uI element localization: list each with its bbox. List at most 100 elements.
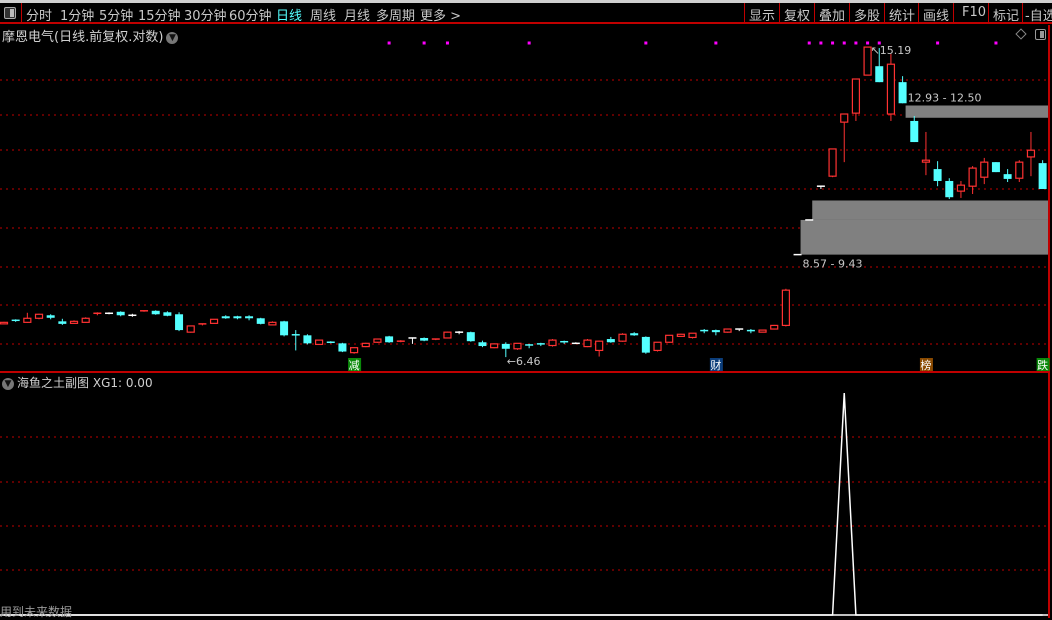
candle-body-up bbox=[968, 167, 977, 187]
candle-body-down bbox=[151, 310, 160, 315]
tab-weekly[interactable]: 周线 bbox=[310, 9, 337, 24]
signal-dot bbox=[644, 41, 648, 45]
candle-body-up bbox=[980, 161, 989, 178]
event-marker-跌: 跌 bbox=[1037, 358, 1048, 372]
candle-body-up bbox=[34, 313, 44, 319]
candle-body-down bbox=[256, 318, 265, 324]
tab-1min[interactable]: 1分钟 bbox=[60, 9, 95, 24]
candle-body-up bbox=[676, 333, 685, 337]
signal-dot bbox=[936, 41, 940, 45]
candle-body-down bbox=[420, 337, 429, 341]
candle-body-up bbox=[1015, 161, 1024, 179]
event-marker-bg bbox=[1036, 358, 1050, 371]
candle-body-up bbox=[513, 342, 522, 350]
candle-body-down bbox=[58, 321, 67, 324]
tab-fenshi[interactable]: 分时 bbox=[26, 9, 53, 24]
signal-dot bbox=[854, 41, 858, 45]
candle-body-up bbox=[186, 325, 195, 333]
sub-chart-name: 海鱼之土副图 bbox=[17, 376, 90, 390]
sub-chart-title: ▼ 海鱼之土副图 XG1: 0.00 bbox=[2, 374, 153, 391]
signal-dot bbox=[877, 41, 881, 45]
candle-body-up bbox=[886, 63, 896, 115]
window-top-strip bbox=[0, 0, 1052, 3]
tab-monthly[interactable]: 月线 bbox=[344, 9, 371, 24]
candle-body-up bbox=[69, 320, 79, 324]
signal-dot bbox=[445, 41, 449, 45]
candle-body-down bbox=[991, 162, 1000, 173]
tab-30min[interactable]: 30分钟 bbox=[184, 9, 227, 24]
candle-body-down bbox=[875, 66, 884, 83]
gap-box bbox=[800, 219, 1048, 255]
candle-body-up bbox=[618, 333, 627, 342]
candle-body-down bbox=[910, 120, 919, 143]
tab-daily[interactable]: 日线 bbox=[276, 9, 303, 24]
mark-button[interactable]: 标记 bbox=[988, 3, 1022, 24]
candle-body-up bbox=[956, 184, 966, 192]
candle-body-down bbox=[338, 343, 347, 352]
adjust-button[interactable]: 复权 bbox=[779, 3, 814, 24]
signal-dot bbox=[842, 41, 846, 45]
candle-body-down bbox=[898, 82, 907, 104]
draw-line-button[interactable]: 画线 bbox=[918, 3, 953, 24]
candle-body-down bbox=[245, 316, 254, 319]
candle-body-up bbox=[1026, 149, 1036, 158]
signal-dot bbox=[807, 41, 811, 45]
candle-body-up bbox=[81, 317, 90, 323]
chevron-down-icon[interactable]: ▼ bbox=[166, 31, 179, 44]
candle-body-up bbox=[688, 332, 697, 339]
gap-label: 12.93 - 12.50 bbox=[908, 91, 982, 104]
candle-body-down bbox=[1003, 174, 1012, 179]
xg1-line bbox=[4, 392, 1043, 616]
indicator-value: XG1: 0.00 bbox=[92, 376, 153, 390]
panel-toggle-icon[interactable] bbox=[4, 7, 16, 19]
multi-stock-button[interactable]: 多股 bbox=[849, 3, 884, 24]
tab-more[interactable]: 更多 > bbox=[420, 9, 462, 24]
watchlist-button[interactable]: -自选 bbox=[1022, 3, 1052, 24]
divider bbox=[21, 3, 22, 24]
chevron-down-icon[interactable]: ▼ bbox=[2, 377, 14, 390]
candle-body-up bbox=[373, 338, 382, 343]
signal-dot bbox=[994, 41, 998, 45]
candle-body-down bbox=[280, 321, 289, 336]
tab-multi-period[interactable]: 多周期 bbox=[376, 9, 416, 24]
candle-body-down bbox=[466, 332, 475, 342]
event-marker-bg bbox=[919, 358, 933, 371]
candle-body-up bbox=[781, 289, 790, 327]
high-price-label: ↖15.19 bbox=[871, 44, 912, 57]
candle-body-down bbox=[116, 311, 125, 316]
f10-button[interactable]: F10 bbox=[953, 3, 988, 24]
stock-title: 摩恩电气(日线.前复权.对数) bbox=[2, 30, 164, 45]
candle-body-down bbox=[641, 336, 650, 353]
candle-body-up bbox=[723, 328, 732, 333]
candle-body-up bbox=[595, 340, 604, 352]
candle-body-down bbox=[501, 343, 510, 349]
panel-toggle-icon[interactable] bbox=[1035, 29, 1046, 40]
candle-body-up bbox=[490, 343, 499, 349]
gap-label: 8.57 - 9.43 bbox=[803, 258, 863, 271]
tab-60min[interactable]: 60分钟 bbox=[229, 9, 272, 24]
candle-body-up bbox=[653, 341, 662, 352]
overlay-button[interactable]: 叠加 bbox=[814, 3, 849, 24]
display-button[interactable]: 显示 bbox=[744, 3, 779, 24]
statistics-button[interactable]: 统计 bbox=[884, 3, 918, 24]
candle-body-up bbox=[921, 159, 931, 163]
candle-body-up bbox=[314, 339, 324, 346]
candle-body-up bbox=[863, 46, 872, 76]
candle-body-down bbox=[630, 333, 639, 336]
candle-body-down bbox=[1038, 163, 1047, 190]
candle-body-down bbox=[711, 330, 720, 333]
candle-body-down bbox=[46, 315, 55, 318]
tab-15min[interactable]: 15分钟 bbox=[138, 9, 181, 24]
candle-body-up bbox=[23, 317, 32, 323]
candle-body-up bbox=[770, 324, 779, 330]
candle-body-down bbox=[478, 342, 487, 347]
gap-box bbox=[812, 200, 1048, 220]
future-data-warning: 用到未来数据 bbox=[0, 605, 73, 619]
candle-body-up bbox=[443, 331, 452, 339]
candle-body-down bbox=[221, 316, 230, 319]
candle-body-down bbox=[945, 180, 954, 198]
tab-5min[interactable]: 5分钟 bbox=[99, 9, 134, 24]
event-marker-bg bbox=[709, 358, 723, 371]
signal-dot bbox=[387, 41, 391, 45]
